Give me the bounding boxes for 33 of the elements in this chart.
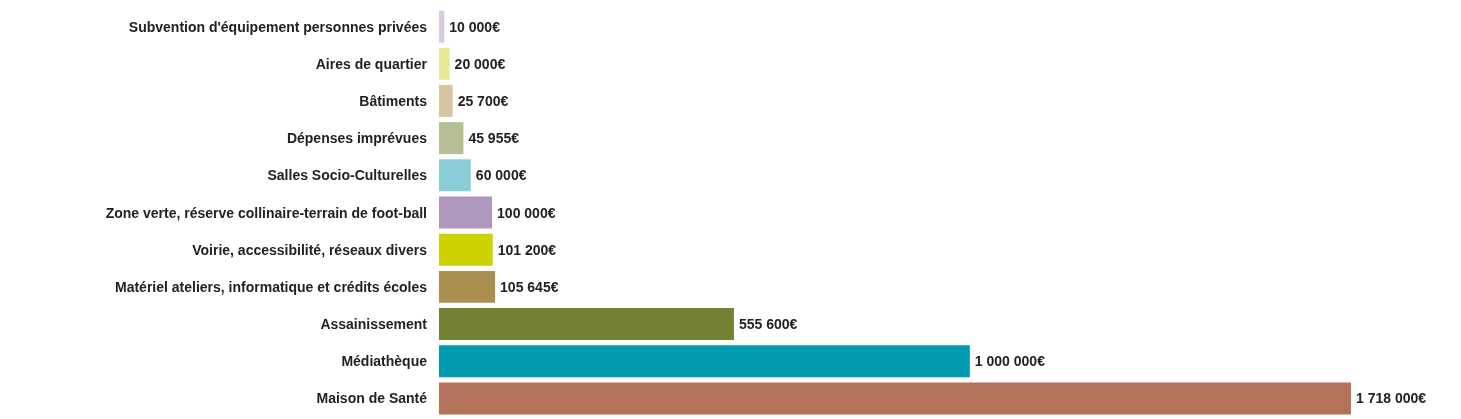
- y-tick-label: Zone verte, réserve collinaire-terrain de foot-ball: [105, 204, 427, 221]
- bar: [439, 159, 471, 192]
- data-label: 1 000 000€: [974, 353, 1046, 370]
- bar: [439, 233, 493, 266]
- bar: [439, 122, 464, 155]
- y-tick-label: Voirie, accessibilité, réseaux divers: [192, 241, 428, 258]
- bar: [439, 196, 493, 229]
- bar: [439, 270, 496, 303]
- y-tick-label: Maison de Santé: [316, 390, 428, 407]
- data-label: 101 200€: [497, 241, 557, 258]
- bar: [439, 10, 445, 43]
- y-tick-label: Aires de quartier: [315, 55, 428, 72]
- y-tick-label: Matériel ateliers, informatique et crédits écoles: [114, 278, 428, 295]
- data-label: 45 955€: [468, 130, 520, 147]
- bar: [439, 47, 450, 80]
- y-tick-label: Subvention d'équipement personnes privées: [128, 18, 428, 35]
- y-tick-label: Médiathèque: [341, 353, 428, 370]
- data-label: 100 000€: [497, 204, 556, 221]
- y-tick-label: Dépenses imprévues: [286, 130, 428, 147]
- data-label: 105 645€: [500, 278, 559, 295]
- data-label: 555 600€: [738, 316, 798, 333]
- y-tick-label: Assainissement: [320, 316, 428, 333]
- data-label: 10 000€: [449, 18, 501, 35]
- bar: [439, 382, 1351, 415]
- data-label: 1 718 000€: [1356, 390, 1427, 407]
- data-label: 25 700€: [457, 92, 509, 109]
- bar: [439, 84, 453, 117]
- data-label: 20 000€: [454, 55, 506, 72]
- bar: [439, 308, 734, 341]
- data-label: 60 000€: [475, 167, 527, 184]
- bar: [439, 345, 970, 378]
- y-tick-label: Salles Socio-Culturelles: [267, 167, 428, 184]
- y-tick-label: Bâtiments: [359, 92, 428, 109]
